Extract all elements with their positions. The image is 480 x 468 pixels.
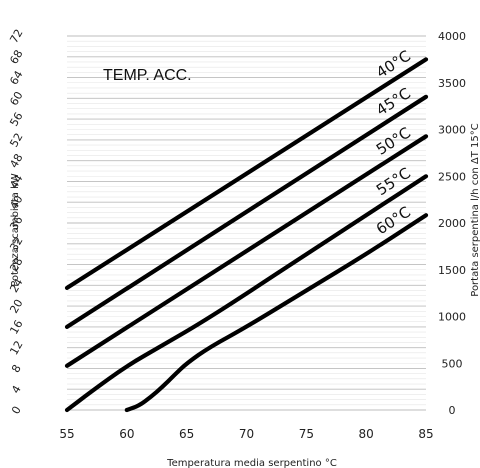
x-tick-label: 80 [359,427,374,441]
y-left-tick-label: 36 [7,214,25,233]
grid [67,35,426,411]
y-left-tick-label: 28 [7,255,25,274]
y-left-tick-label: 68 [7,48,25,67]
x-tick-label: 55 [59,427,74,441]
x-tick-label: 60 [119,427,134,441]
x-tick-label: 70 [239,427,254,441]
y-left-tick-label: 20 [7,297,25,316]
series-label: 40°C [373,47,414,82]
x-axis-label: Temperatura media serpentino °C [166,458,337,468]
y-right-tick-label: 3000 [438,124,466,137]
y-right-tick-label: 1000 [438,311,466,324]
y-axis-right-label: Portata serpentina l/h con ΔT 15°C [470,123,480,296]
y-right-tick-label: 0 [449,404,456,417]
x-tick-label: 85 [418,427,433,441]
y-right-tick-label: 4000 [438,30,466,43]
y-right-tick-label: 500 [442,357,463,370]
series-line [64,57,429,290]
y-left-tick-label: 8 [9,362,24,375]
y-left-tick-label: 52 [7,131,25,150]
chart-annotation: TEMP. ACC. [103,67,192,84]
y-left-tick-label: 0 [9,404,24,417]
series-line [64,134,429,368]
y-left-tick-label: 24 [7,276,25,295]
y-left-tick-label: 12 [7,339,25,358]
series-lines: 40°C45°C50°C55°C60°C [64,47,429,413]
x-tick-label: 75 [299,427,314,441]
y-right-tick-label: 3500 [438,77,466,90]
series-line [64,174,429,413]
y-right-tick-label: 2500 [438,170,466,183]
y-right-tick-label: 2000 [438,217,466,230]
y-left-tick-label: 64 [7,68,25,87]
x-tick-label: 65 [179,427,194,441]
y-left-tick-label: 4 [9,383,24,396]
y-left-tick-label: 44 [7,172,25,191]
y-left-tick-label: 40 [7,193,25,212]
y-left-tick-label: 48 [7,152,25,171]
y-left-tick-label: 16 [7,318,25,337]
series-line [124,213,429,413]
y-right-tick-label: 1500 [438,264,466,277]
y-axis-left-label: Potenza scambiata kW [10,173,21,287]
y-left-tick-label: 56 [7,110,25,129]
series-label: 55°C [373,164,414,199]
y-left-tick-label: 60 [7,89,25,108]
series-line [64,94,429,329]
y-left-tick-label: 32 [7,235,25,254]
y-left-tick-label: 72 [7,27,25,46]
tick-labels: 0481216202428323640444852566064687205001… [7,27,466,441]
